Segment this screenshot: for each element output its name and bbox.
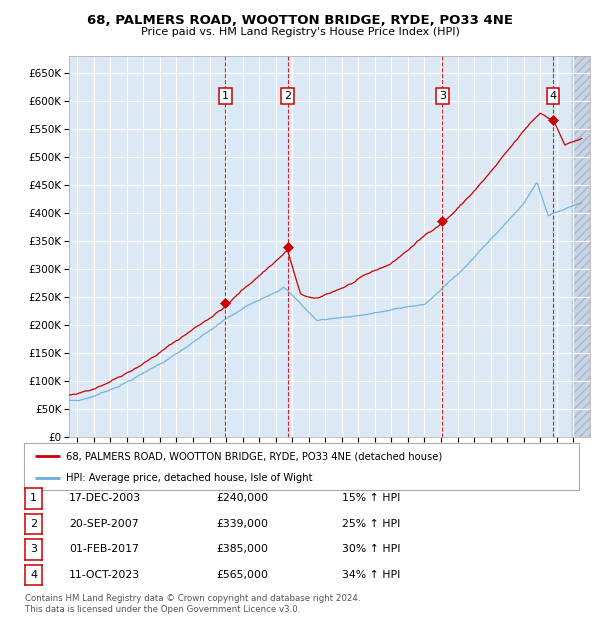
Text: 11-OCT-2023: 11-OCT-2023 bbox=[69, 570, 140, 580]
Text: £339,000: £339,000 bbox=[216, 519, 268, 529]
Text: 01-FEB-2017: 01-FEB-2017 bbox=[69, 544, 139, 554]
Text: 17-DEC-2003: 17-DEC-2003 bbox=[69, 494, 141, 503]
Text: 4: 4 bbox=[550, 91, 557, 101]
Text: 2: 2 bbox=[284, 91, 291, 101]
Text: 68, PALMERS ROAD, WOOTTON BRIDGE, RYDE, PO33 4NE (detached house): 68, PALMERS ROAD, WOOTTON BRIDGE, RYDE, … bbox=[65, 451, 442, 461]
Text: Contains HM Land Registry data © Crown copyright and database right 2024.: Contains HM Land Registry data © Crown c… bbox=[25, 593, 361, 603]
Text: 20-SEP-2007: 20-SEP-2007 bbox=[69, 519, 139, 529]
Text: 30% ↑ HPI: 30% ↑ HPI bbox=[342, 544, 401, 554]
Text: £385,000: £385,000 bbox=[216, 544, 268, 554]
Bar bbox=[226, 56, 287, 437]
Text: 3: 3 bbox=[439, 91, 446, 101]
Bar bbox=[572, 56, 590, 437]
Text: 1: 1 bbox=[222, 91, 229, 101]
Text: 25% ↑ HPI: 25% ↑ HPI bbox=[342, 519, 400, 529]
Text: 68, PALMERS ROAD, WOOTTON BRIDGE, RYDE, PO33 4NE: 68, PALMERS ROAD, WOOTTON BRIDGE, RYDE, … bbox=[87, 14, 513, 27]
Text: 3: 3 bbox=[30, 544, 37, 554]
Text: HPI: Average price, detached house, Isle of Wight: HPI: Average price, detached house, Isle… bbox=[65, 473, 312, 483]
Text: 15% ↑ HPI: 15% ↑ HPI bbox=[342, 494, 400, 503]
Text: £565,000: £565,000 bbox=[216, 570, 268, 580]
Text: 34% ↑ HPI: 34% ↑ HPI bbox=[342, 570, 400, 580]
Text: 4: 4 bbox=[30, 570, 37, 580]
Text: 1: 1 bbox=[30, 494, 37, 503]
Text: This data is licensed under the Open Government Licence v3.0.: This data is licensed under the Open Gov… bbox=[25, 604, 301, 614]
Text: 2: 2 bbox=[30, 519, 37, 529]
Text: £240,000: £240,000 bbox=[216, 494, 268, 503]
Text: Price paid vs. HM Land Registry's House Price Index (HPI): Price paid vs. HM Land Registry's House … bbox=[140, 27, 460, 37]
